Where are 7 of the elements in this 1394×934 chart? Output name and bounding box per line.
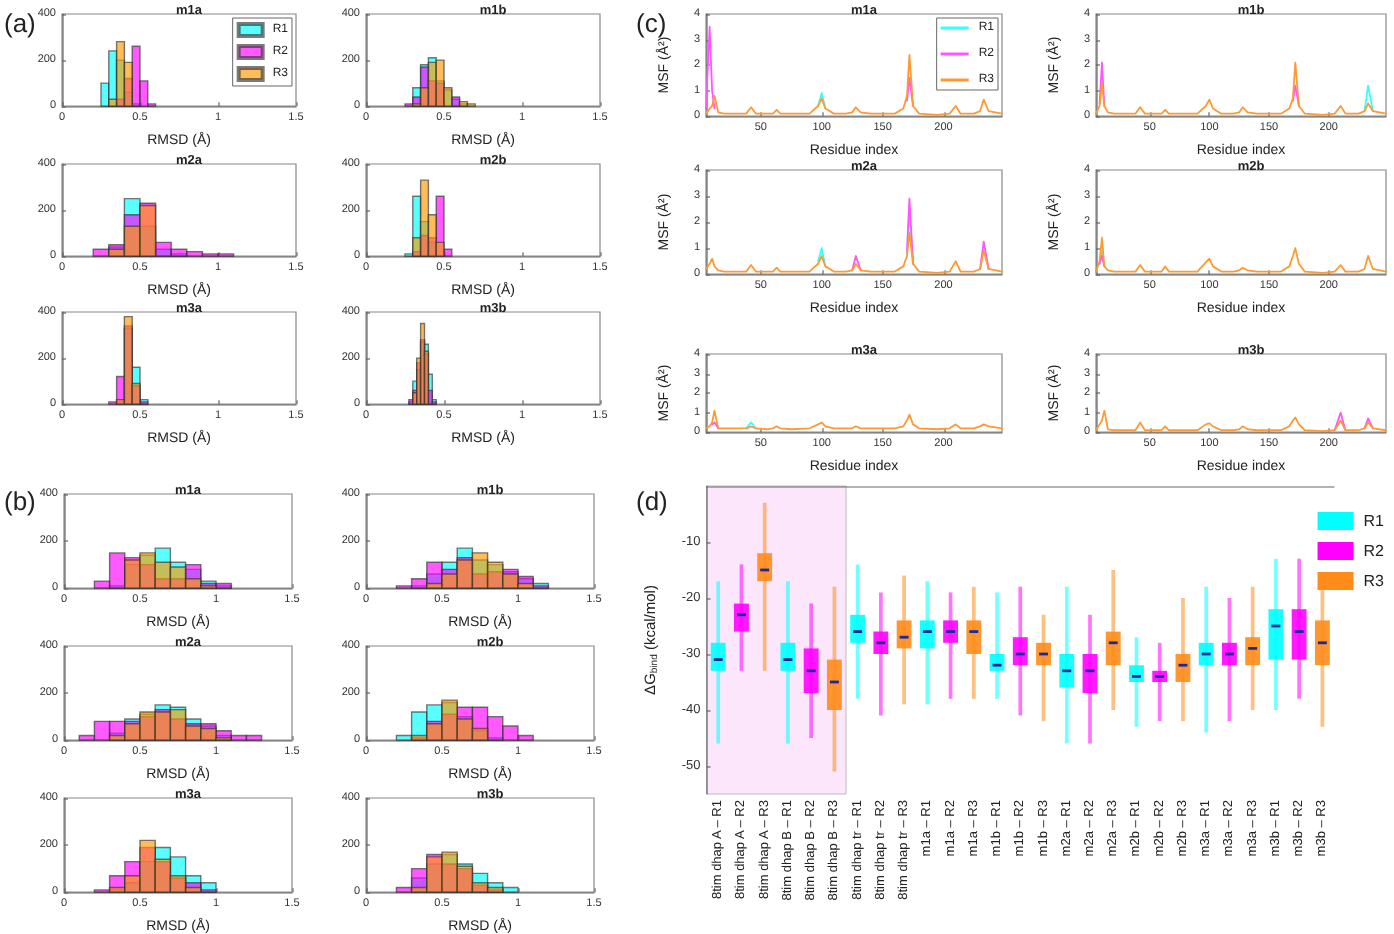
text: (d)	[636, 486, 668, 516]
legend-label: R2	[1363, 542, 1386, 560]
text: (b)	[4, 486, 36, 516]
legend-label: R3	[1363, 572, 1386, 590]
legend-label: R1	[1363, 512, 1386, 530]
text: (c)	[636, 8, 667, 38]
text: (a)	[4, 8, 36, 38]
